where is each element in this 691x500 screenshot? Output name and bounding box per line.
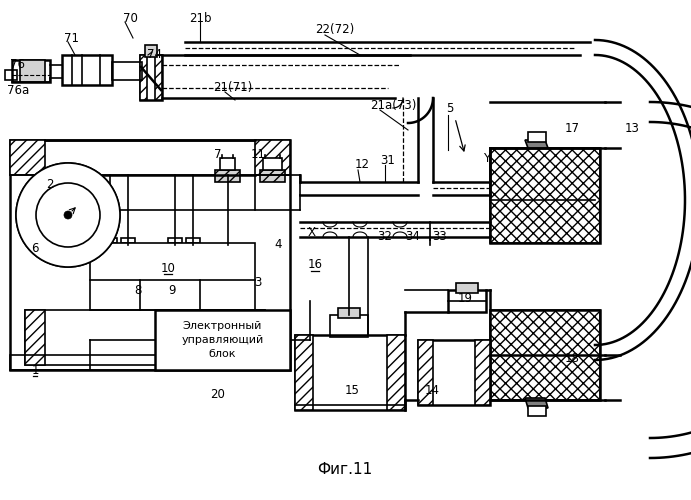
Text: 19: 19 (457, 292, 473, 304)
Text: 34: 34 (406, 230, 420, 243)
Text: 16: 16 (307, 258, 323, 272)
Polygon shape (103, 238, 117, 243)
Bar (10, 140, 290, 370)
Bar (5, 70, 17, 80)
Bar (448, 290, 486, 312)
Text: 14: 14 (424, 384, 439, 396)
Polygon shape (220, 158, 235, 170)
Text: 76a: 76a (7, 84, 29, 96)
Bar (330, 315, 368, 337)
Circle shape (16, 163, 120, 267)
Polygon shape (263, 158, 282, 170)
Text: 21b: 21b (189, 12, 211, 24)
Text: 21(71): 21(71) (214, 82, 253, 94)
Text: 1: 1 (31, 364, 39, 376)
Bar (338, 308, 360, 318)
Bar (490, 148, 600, 243)
Text: 17: 17 (565, 122, 580, 134)
Text: 76: 76 (10, 58, 26, 71)
Bar (25, 310, 45, 365)
Polygon shape (168, 238, 182, 243)
Bar (418, 340, 433, 405)
Bar (140, 55, 162, 100)
Bar (456, 283, 478, 293)
Text: 74: 74 (147, 48, 162, 62)
Bar (90, 175, 255, 210)
Text: 12: 12 (354, 158, 370, 172)
Bar (295, 335, 313, 410)
Bar (12, 60, 50, 82)
Polygon shape (215, 170, 240, 182)
Bar (387, 335, 405, 410)
Text: 3: 3 (254, 276, 262, 288)
Polygon shape (90, 243, 255, 310)
Text: 9: 9 (168, 284, 176, 296)
Text: 11: 11 (251, 148, 265, 162)
Text: 20: 20 (211, 388, 225, 402)
Polygon shape (121, 238, 135, 243)
Text: 22(72): 22(72) (315, 24, 354, 36)
Text: 13: 13 (625, 122, 639, 134)
Bar (20, 60, 45, 82)
Text: 71: 71 (64, 32, 79, 44)
Bar (245, 310, 265, 365)
Text: 18: 18 (565, 352, 580, 364)
Bar (25, 310, 265, 365)
Bar (145, 45, 157, 57)
Bar (475, 340, 490, 405)
Polygon shape (186, 238, 200, 243)
Text: 6: 6 (31, 242, 39, 254)
Bar (112, 62, 142, 80)
Text: X: X (308, 226, 316, 238)
Text: 5: 5 (446, 102, 454, 114)
Bar (490, 310, 600, 400)
Text: 70: 70 (122, 12, 138, 24)
Bar (528, 132, 546, 142)
Text: 33: 33 (433, 230, 447, 243)
Polygon shape (260, 170, 285, 182)
Bar (528, 406, 546, 416)
Circle shape (36, 183, 100, 247)
Text: 7: 7 (214, 148, 222, 162)
Bar (490, 148, 600, 243)
Text: Y: Y (484, 152, 491, 164)
Text: 21a(73): 21a(73) (370, 98, 416, 112)
Text: 31: 31 (381, 154, 395, 166)
Bar (490, 310, 600, 400)
Polygon shape (525, 398, 548, 408)
Text: 15: 15 (345, 384, 359, 396)
Bar (255, 140, 290, 175)
Bar (62, 55, 112, 85)
Bar (155, 55, 162, 100)
Bar (295, 335, 405, 410)
Polygon shape (525, 140, 548, 148)
Text: 4: 4 (274, 238, 282, 252)
Bar (10, 355, 290, 370)
Bar (10, 140, 45, 175)
Text: Фиг.11: Фиг.11 (317, 462, 372, 477)
Text: 8: 8 (134, 284, 142, 296)
Text: 2: 2 (46, 178, 54, 192)
Text: 32: 32 (377, 230, 392, 243)
Text: Электронный
управляющий
блок: Электронный управляющий блок (181, 321, 264, 359)
Circle shape (64, 211, 72, 219)
Text: 10: 10 (160, 262, 176, 274)
Bar (418, 340, 490, 405)
Bar (140, 55, 147, 100)
Bar (155, 310, 290, 370)
